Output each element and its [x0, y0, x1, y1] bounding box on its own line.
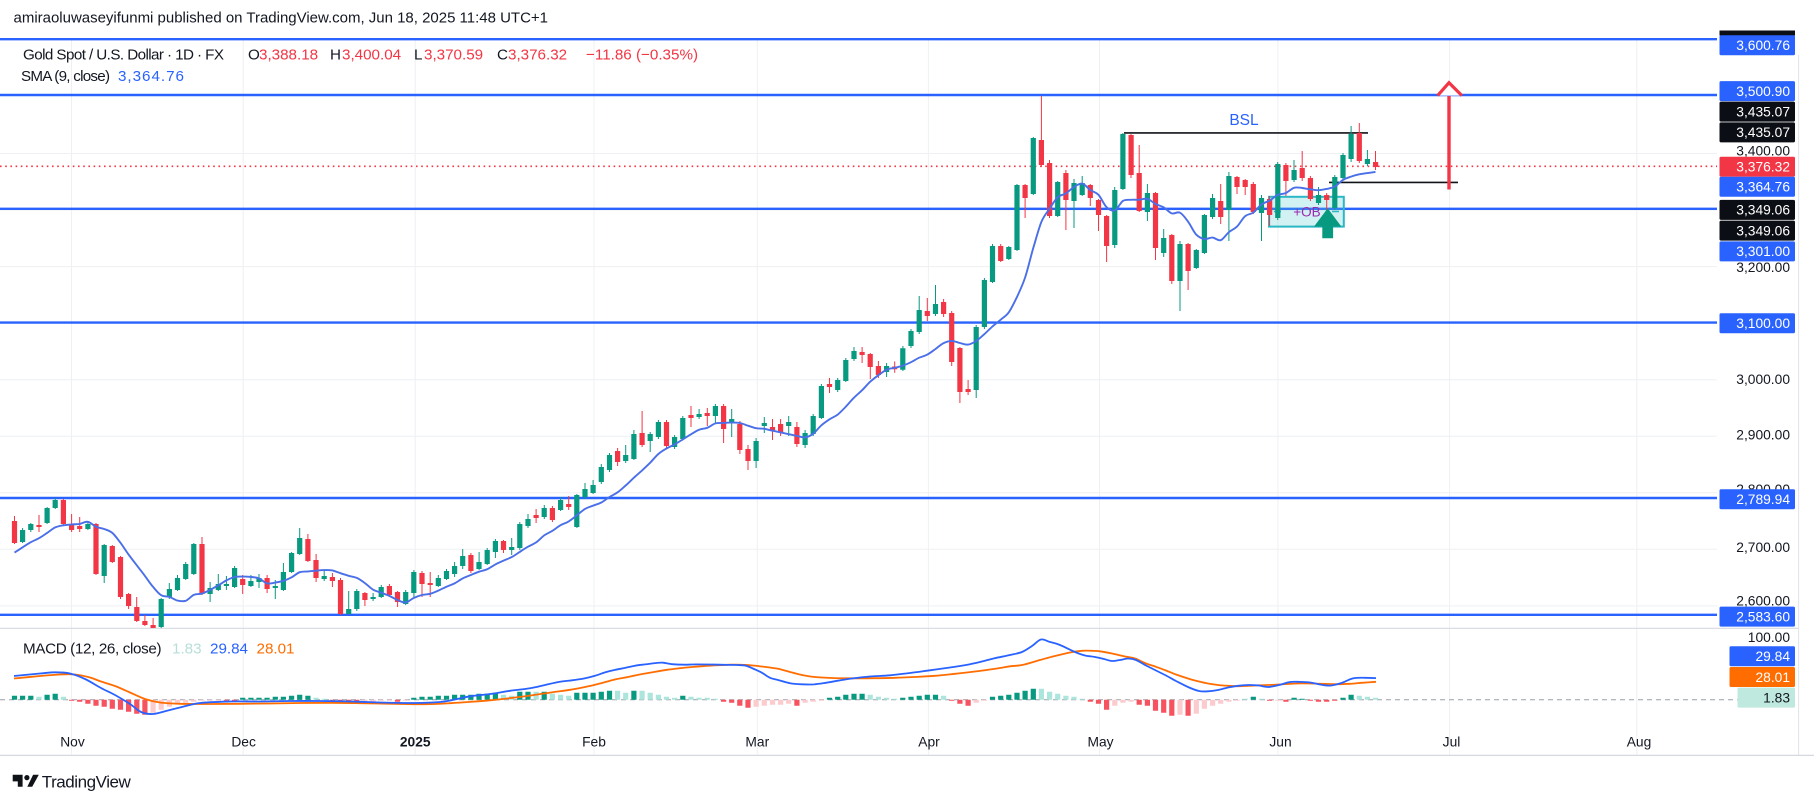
svg-text:Nov: Nov: [60, 734, 85, 749]
svg-text:3,435.07: 3,435.07: [1736, 104, 1790, 119]
svg-text:TradingView: TradingView: [42, 772, 132, 791]
svg-text:2,900.00: 2,900.00: [1736, 427, 1790, 442]
svg-text:28.01: 28.01: [1755, 670, 1790, 685]
svg-text:Feb: Feb: [582, 734, 606, 749]
svg-text:SMA (9, close): SMA (9, close): [21, 68, 110, 85]
svg-text:BSL: BSL: [1229, 112, 1259, 129]
svg-text:3,435.07: 3,435.07: [1736, 125, 1790, 140]
svg-text:3,301.00: 3,301.00: [1736, 244, 1790, 259]
svg-text:2,789.94: 2,789.94: [1736, 492, 1790, 507]
svg-text:2,600.00: 2,600.00: [1736, 593, 1790, 608]
svg-text:1.83: 1.83: [1763, 690, 1790, 705]
svg-text:amiraoluwaseyifunmi published: amiraoluwaseyifunmi published on Trading…: [14, 9, 549, 26]
svg-text:Dec: Dec: [231, 734, 256, 749]
svg-text:Aug: Aug: [1627, 734, 1652, 749]
svg-text:3,349.06: 3,349.06: [1736, 203, 1790, 218]
svg-text:3,000.00: 3,000.00: [1736, 372, 1790, 387]
svg-text:3,500.90: 3,500.90: [1736, 84, 1790, 99]
svg-text:100.00: 100.00: [1748, 630, 1791, 645]
svg-text:Mar: Mar: [745, 734, 769, 749]
svg-text:May: May: [1087, 734, 1113, 749]
svg-text:3,600.76: 3,600.76: [1736, 38, 1790, 53]
svg-text:Jun: Jun: [1269, 734, 1291, 749]
svg-text:3,364.76: 3,364.76: [118, 68, 184, 85]
svg-text:3,400.00: 3,400.00: [1736, 144, 1790, 159]
svg-text:+OB: +OB: [1293, 204, 1320, 219]
svg-text:3,349.06: 3,349.06: [1736, 223, 1790, 238]
svg-text:3,364.76: 3,364.76: [1736, 180, 1790, 195]
svg-text:Apr: Apr: [918, 734, 940, 749]
svg-text:3,100.00: 3,100.00: [1736, 316, 1790, 331]
svg-text:3,376.32: 3,376.32: [1736, 160, 1790, 175]
svg-text:Gold Spot / U.S. Dollar · 1D ·: Gold Spot / U.S. Dollar · 1D · FX: [23, 47, 224, 64]
svg-text:Jul: Jul: [1443, 734, 1461, 749]
svg-text:29.84: 29.84: [1755, 649, 1790, 664]
svg-text:MACD (12, 26, close): MACD (12, 26, close): [23, 641, 162, 658]
svg-text:2,583.60: 2,583.60: [1736, 609, 1790, 624]
svg-text:2,700.00: 2,700.00: [1736, 540, 1790, 555]
svg-text:3,200.00: 3,200.00: [1736, 260, 1790, 275]
svg-text:2025: 2025: [400, 734, 431, 749]
